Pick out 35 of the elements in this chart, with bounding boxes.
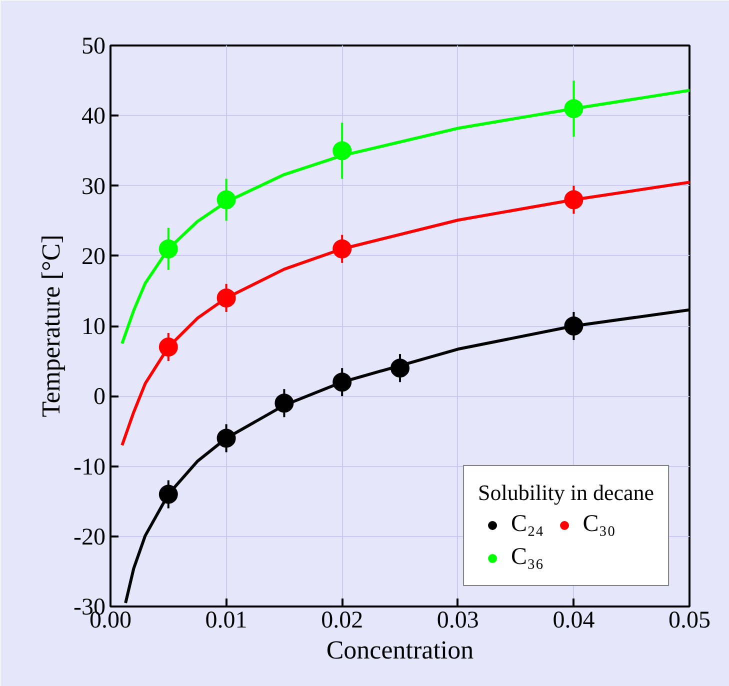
- x-tick-label: 0.01: [205, 608, 248, 634]
- legend-title: Solubility in decane: [478, 480, 654, 506]
- y-tick-label: 10: [82, 314, 106, 340]
- point: [390, 358, 410, 378]
- x-tick-label: 0.03: [436, 608, 479, 634]
- legend-label: C₃₀: [582, 511, 616, 538]
- y-tick-label: 40: [82, 104, 106, 130]
- x-tick-label: 0.04: [552, 608, 595, 634]
- legend-label: C₃₆: [511, 544, 544, 571]
- point: [216, 190, 236, 210]
- point: [274, 394, 294, 413]
- y-tick-label: 50: [82, 34, 106, 60]
- point: [158, 239, 178, 258]
- x-tick-label: 0.05: [668, 608, 710, 634]
- point: [564, 316, 584, 336]
- y-tick-label: 20: [82, 244, 106, 270]
- point: [216, 288, 236, 308]
- point: [332, 372, 352, 392]
- point: [564, 99, 584, 118]
- point: [216, 428, 236, 448]
- y-tick-label: -20: [74, 524, 106, 550]
- y-axis-title: Temperature [°C]: [36, 234, 66, 418]
- line-series: [120, 180, 690, 447]
- point: [158, 484, 178, 504]
- y-tick-label: 0: [94, 384, 106, 410]
- line-series: [120, 88, 690, 346]
- y-tick-label: 30: [82, 174, 106, 200]
- x-tick-label: 0.02: [321, 608, 364, 634]
- point: [332, 141, 352, 160]
- x-axis-title: Concentration: [326, 636, 474, 664]
- point: [564, 190, 584, 210]
- y-tick-label: -10: [74, 454, 106, 480]
- point: [158, 338, 178, 357]
- legend-label: C₂₄: [511, 511, 544, 538]
- point: [332, 239, 352, 258]
